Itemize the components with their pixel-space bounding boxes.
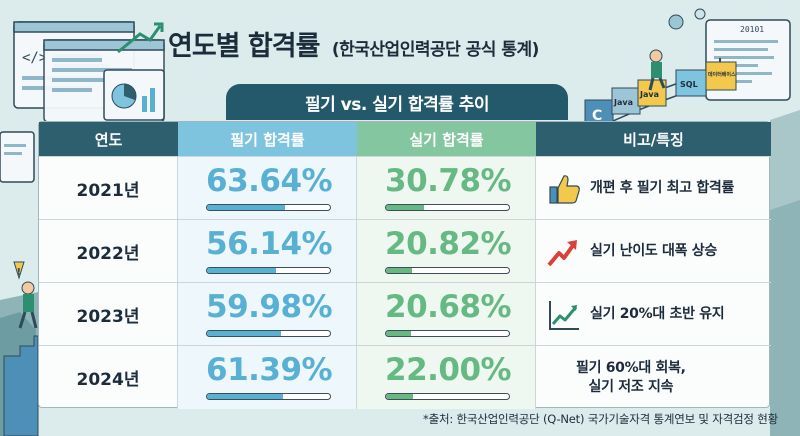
year-cell: 2024년: [39, 346, 178, 409]
practical-rate-value: 22.00%: [385, 352, 512, 388]
svg-text:Java: Java: [613, 98, 633, 107]
written-rate-bar: [206, 204, 331, 211]
svg-text:!: !: [17, 267, 22, 278]
source-footnote: *출처: 한국산업인력공단 (Q-Net) 국가기술자격 통계연보 및 자격검정…: [423, 412, 778, 426]
practical-rate-bar: [385, 393, 510, 400]
trend-up-arrow-icon: [547, 239, 577, 266]
practical-rate-bar: [385, 204, 510, 211]
practical-rate-value: 30.78%: [385, 163, 512, 199]
written-rate-cell: 61.39%: [178, 346, 357, 409]
column-header-practical: 실기 합격률: [357, 122, 536, 156]
page-title: 연도별 합격률 (한국산업인력공단 공식 통계): [168, 24, 539, 63]
bridge-illustration: C Java Java SQL 데이터베이스: [584, 49, 737, 136]
written-rate-bar-fill: [207, 394, 283, 399]
note-cell: 실기 난이도 대폭 상승: [536, 220, 771, 283]
note-cell: 실기 20%대 초반 유지: [536, 283, 771, 346]
svg-text:20101: 20101: [740, 25, 764, 34]
practical-rate-bar-fill: [386, 205, 424, 210]
svg-text:데이터베이스: 데이터베이스: [708, 71, 736, 78]
practical-rate-bar-fill: [386, 268, 412, 273]
column-header-notes: 비고/특징: [536, 122, 771, 156]
practical-rate-cell: 20.82%: [357, 220, 536, 283]
note-line-1: 필기 60%대 회복,: [576, 359, 686, 376]
note-line-2: 실기 저조 지속: [588, 378, 674, 395]
title-main: 연도별 합격률: [168, 31, 320, 62]
note-text: 필기 60%대 회복, 실기 저조 지속: [576, 359, 686, 397]
year-cell: 2023년: [39, 283, 178, 346]
practical-rate-bar: [385, 267, 510, 274]
practical-rate-cell: 22.00%: [357, 346, 536, 409]
code-tag-icon: </>: [22, 50, 47, 66]
note-text: 실기 20%대 초반 유지: [590, 306, 725, 322]
practical-rate-cell: 20.68%: [357, 283, 536, 346]
written-rate-bar-fill: [207, 205, 286, 210]
svg-text:SQL: SQL: [680, 80, 698, 89]
line-chart-icon: [549, 300, 579, 330]
written-rate-bar: [206, 393, 331, 400]
table-row: 2022년 56.14% 20.82% 실기 난이도 대폭 상승: [39, 219, 771, 283]
year-cell: 2021년: [39, 157, 178, 220]
practical-rate-bar: [385, 330, 510, 337]
written-rate-bar: [206, 267, 331, 274]
written-rate-cell: 63.64%: [178, 157, 357, 220]
written-rate-cell: 56.14%: [178, 220, 357, 283]
pass-rate-table: 연도 필기 합격률 실기 합격률 비고/특징 2021년 63.64% 30.7…: [38, 121, 771, 409]
practical-rate-bar-fill: [386, 394, 414, 399]
svg-text:Java: Java: [639, 90, 659, 99]
practical-rate-value: 20.82%: [385, 226, 512, 262]
table-row: 2021년 63.64% 30.78% 개편 후 필기 최고 합격률: [39, 156, 771, 220]
written-rate-cell: 59.98%: [178, 283, 357, 346]
practical-rate-cell: 30.78%: [357, 157, 536, 220]
written-rate-value: 61.39%: [206, 352, 333, 388]
table-row: 2023년 59.98% 20.68% 실기 20%대 초반 유지: [39, 282, 771, 346]
title-subtitle: (한국산업인력공단 공식 통계): [331, 40, 540, 60]
written-rate-value: 63.64%: [206, 163, 333, 199]
column-header-year: 연도: [39, 122, 178, 156]
note-text: 개편 후 필기 최고 합격률: [590, 180, 735, 196]
note-text: 실기 난이도 대폭 상승: [590, 243, 717, 259]
written-rate-value: 59.98%: [206, 289, 333, 325]
note-cell: 개편 후 필기 최고 합격률: [536, 157, 771, 220]
written-rate-bar-fill: [207, 331, 281, 336]
column-header-written: 필기 합격률: [178, 122, 357, 156]
year-cell: 2022년: [39, 220, 178, 283]
thumbs-up-icon: [549, 174, 580, 204]
table-row: 2024년 61.39% 22.00% 필기 60%대 회복, 실기 저조 지속: [39, 345, 771, 409]
chart-banner: 필기 vs. 실기 합격률 추이: [226, 84, 568, 120]
note-cell: 필기 60%대 회복, 실기 저조 지속: [536, 346, 771, 409]
written-rate-value: 56.14%: [206, 226, 333, 262]
svg-text:C: C: [592, 108, 602, 124]
written-rate-bar-fill: [207, 268, 277, 273]
practical-rate-value: 20.68%: [385, 289, 512, 325]
practical-rate-bar-fill: [386, 331, 412, 336]
written-rate-bar: [206, 330, 331, 337]
code-window-illustration: </>: [0, 21, 165, 183]
